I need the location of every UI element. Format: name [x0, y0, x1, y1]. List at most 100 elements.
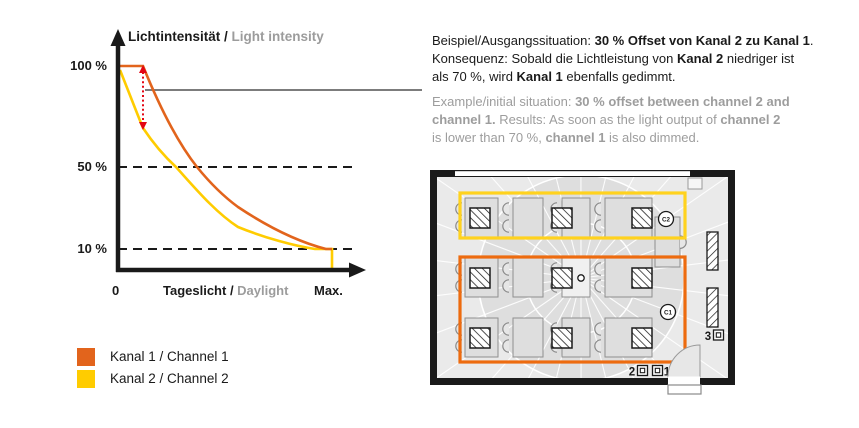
workstation-hatch	[631, 207, 653, 229]
light-ray	[528, 277, 582, 378]
zone1-badge	[659, 303, 677, 321]
zone2-badge	[657, 210, 675, 228]
switch2-label: 2	[629, 367, 635, 379]
workstation-hatch	[631, 327, 653, 349]
curve-kanal2	[118, 69, 334, 269]
workstation-hatch	[551, 327, 573, 349]
door-swing-arc	[667, 344, 701, 378]
x-axis-label-de: Tageslicht /	[163, 283, 238, 298]
text-run: Example/initial situation:	[432, 94, 576, 109]
zone1-label: C1	[664, 309, 673, 316]
workstation-hatch	[469, 327, 491, 349]
switch1-label: 1	[664, 367, 671, 379]
description-text: Beispiel/Ausgangssituation: 30 % Offset …	[432, 32, 856, 147]
text-run: niedriger ist	[723, 51, 795, 66]
desk	[512, 197, 544, 238]
switch2-icon	[636, 364, 649, 377]
ytick-50: 50 %	[77, 159, 107, 174]
switch3-icon	[712, 329, 725, 341]
desk	[512, 257, 544, 298]
radiator-bottom	[706, 287, 719, 328]
chair-icon	[594, 339, 602, 353]
text-run: Konsequenz: Sobald die Lichtleistung von	[432, 51, 678, 66]
light-ray	[527, 177, 582, 279]
x-axis-arrow-icon	[349, 262, 366, 278]
xtick-max: Max.	[314, 283, 343, 298]
text-run: channel 1.	[432, 112, 496, 127]
chair-icon	[502, 262, 510, 276]
description-german: Beispiel/Ausgangssituation: 30 % Offset …	[432, 32, 856, 86]
chair-icon	[502, 202, 510, 216]
legend-label-kanal1: Kanal 1 / Channel 1	[110, 348, 229, 366]
light-ray	[580, 177, 635, 279]
legend-label-kanal1-de: Kanal 1 /	[110, 349, 168, 364]
text-run: is also dimmed.	[605, 130, 700, 145]
chart-title: Lichtintensität / Light intensity	[128, 30, 324, 44]
workstation-hatch	[469, 267, 491, 289]
connector-line	[145, 89, 422, 91]
text-run: .	[809, 33, 814, 48]
floorplan: C2 C1 3 2 1	[430, 170, 735, 395]
light-ray	[580, 277, 635, 378]
zone-kanal2	[458, 191, 687, 240]
chair-icon	[594, 279, 602, 293]
text-run: Kanal 2	[677, 51, 724, 66]
description-english: Example/initial situation: 30 % offset b…	[432, 93, 856, 147]
ytick-100: 100 %	[70, 58, 107, 73]
light-ray	[580, 177, 607, 279]
workstation-hatch	[631, 267, 653, 289]
chair-icon	[594, 262, 602, 276]
offset-arrow-head-bottom	[139, 122, 147, 130]
light-ray	[555, 177, 582, 279]
workstation-hatch	[551, 267, 573, 289]
light-ray	[555, 277, 582, 378]
x-axis-label-en: Daylight	[237, 283, 289, 298]
chart-title-de: Lichtintensität /	[128, 29, 232, 44]
intensity-chart	[110, 29, 366, 278]
legend-swatch-kanal2	[77, 370, 95, 388]
legend-label-kanal2: Kanal 2 / Channel 2	[110, 370, 229, 388]
legend-label-kanal1-en: Channel 1	[167, 349, 229, 364]
door	[667, 344, 702, 395]
chair-icon	[502, 339, 510, 353]
text-run: ebenfalls gedimmt.	[562, 69, 676, 84]
chair-icon	[594, 219, 602, 233]
door-leaf	[667, 384, 702, 395]
desk	[512, 317, 544, 358]
door-opening	[668, 376, 700, 386]
daylight-sensor-icon	[577, 274, 585, 282]
light-ray	[490, 177, 582, 279]
workstation-hatch	[551, 207, 573, 229]
text-run: channel 1	[545, 130, 606, 145]
text-run: Kanal 1	[516, 69, 563, 84]
radiator-top	[706, 231, 719, 271]
legend-label-kanal2-de: Kanal 2 /	[110, 371, 168, 386]
y-axis-arrow-icon	[110, 29, 126, 46]
chart-title-en: Light intensity	[231, 29, 324, 44]
zone2-label: C2	[662, 216, 671, 223]
light-ray	[437, 222, 582, 279]
chair-icon	[502, 322, 510, 336]
text-run: Beispiel/Ausgangssituation:	[432, 33, 595, 48]
ytick-10: 10 %	[77, 241, 107, 256]
x-axis-label: Tageslicht / Daylight	[163, 284, 288, 298]
workstation-hatch	[469, 207, 491, 229]
chair-icon	[502, 279, 510, 293]
zone-kanal1	[458, 255, 687, 364]
light-ray	[580, 277, 728, 378]
chair-icon	[594, 322, 602, 336]
xtick-zero: 0	[112, 283, 120, 298]
light-ray	[491, 277, 582, 378]
light-ray	[437, 277, 582, 334]
chair-icon	[594, 202, 602, 216]
offset-arrow-head-top	[139, 65, 147, 73]
text-run: 30 % Offset von Kanal 2 zu Kanal 1	[594, 33, 810, 48]
window	[455, 171, 690, 176]
cabinet	[687, 177, 703, 190]
text-run: als 70 %, wird	[432, 69, 517, 84]
legend-swatch-kanal1	[77, 348, 95, 366]
chair-icon	[502, 219, 510, 233]
text-run: 30 % offset between channel 2 and	[575, 94, 790, 109]
text-run: Results: As soon as the light output of	[495, 112, 721, 127]
